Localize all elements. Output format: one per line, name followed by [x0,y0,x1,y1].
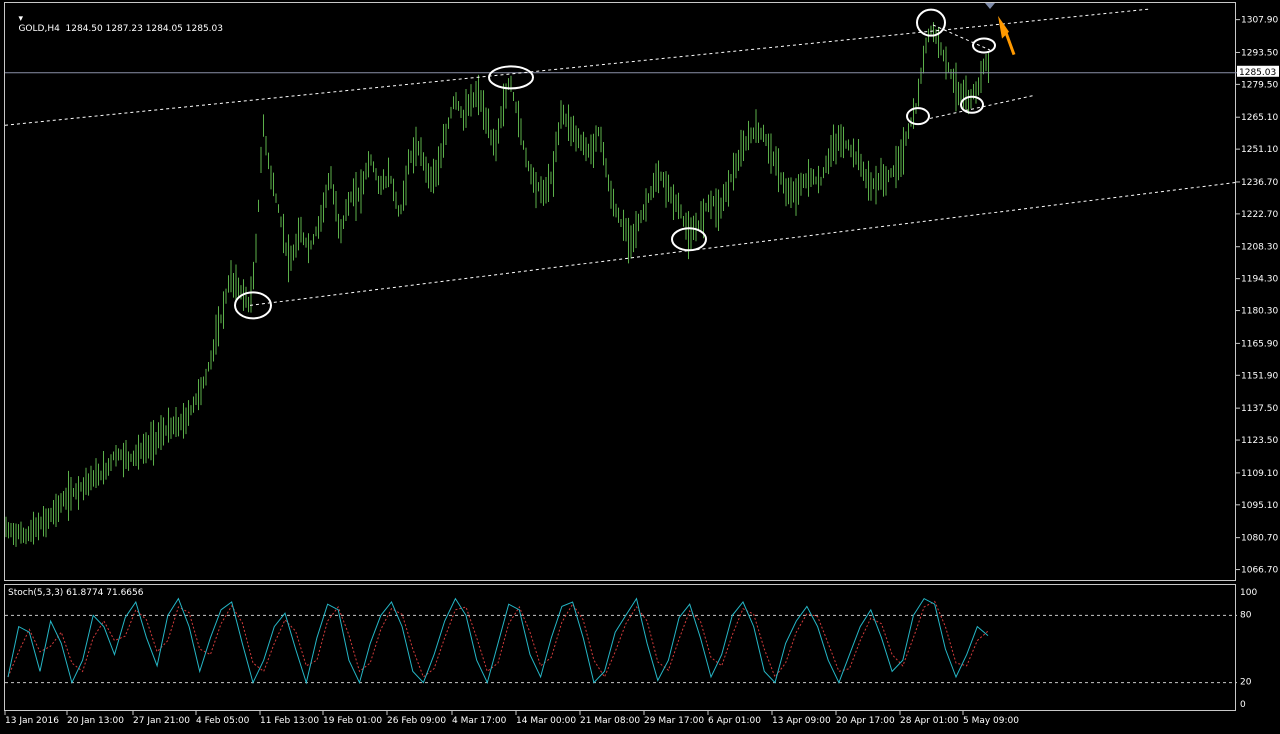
time-tick-label: 13 Jan 2016 [5,716,59,726]
stoch-tick-label: 100 [1240,588,1257,598]
symbol-title: GOLD,H4 1284.50 1287.23 1284.05 1285.03 [18,24,223,34]
time-tick-label: 13 Apr 09:00 [772,716,831,726]
time-tick-label: 21 Mar 08:00 [580,716,640,726]
price-tick-label: 1095.10 [1241,501,1278,511]
price-tick-label: 1236.70 [1241,178,1278,188]
price-tick-label: 1265.10 [1241,113,1278,123]
dropdown-arrow-icon[interactable]: ▾ [18,14,23,24]
stoch-tick-label: 0 [1240,700,1246,710]
ohlc-bars [5,22,989,547]
time-tick-label: 6 Apr 01:00 [708,716,761,726]
time-tick-label: 20 Apr 17:00 [836,716,895,726]
ellipse-low-march [671,227,707,252]
stoch-title: Stoch(5,3,3) 61.8774 71.6656 [8,588,144,598]
price-tick-label: 1151.90 [1241,371,1278,381]
price-tick-label: 1222.70 [1241,210,1278,220]
current-price-label: 1285.03 [1239,68,1276,78]
time-tick-label: 19 Feb 01:00 [323,716,382,726]
stoch-signal-line [7,600,989,679]
ellipse-high-march [488,65,534,90]
arrow-annotation [998,15,1016,56]
price-tick-label: 1123.50 [1241,436,1278,446]
price-tick-label: 1109.10 [1241,469,1278,479]
price-tick-label: 1208.30 [1241,243,1278,253]
time-tick-label: 4 Mar 17:00 [452,716,507,726]
arrow-head [998,15,1009,39]
time-tick-label: 14 Mar 00:00 [516,716,576,726]
price-tick-label: 1066.70 [1241,566,1278,576]
price-tick-label: 1180.30 [1241,307,1278,317]
current-price-tag [1237,65,1279,77]
time-tick-label: 28 Apr 01:00 [900,716,959,726]
symbol-header: ▾ GOLD,H4 1284.50 1287.23 1284.05 1285.0… [7,4,223,44]
lower-trendline [249,181,1237,306]
ellipse-high-may [972,37,996,54]
time-tick-label: 29 Mar 17:00 [644,716,704,726]
price-chart-svg [5,3,1237,547]
time-tick-label: 26 Feb 09:00 [387,716,446,726]
price-tick-label: 1080.70 [1241,534,1278,544]
price-tick-label: 1251.10 [1241,145,1278,155]
price-tick-label: 1165.90 [1241,339,1278,349]
ellipse-low-april [906,107,930,126]
price-tick-label: 1307.90 [1241,16,1278,26]
future-marker-icon [985,3,995,9]
ellipse-low-feb [234,291,272,320]
time-tick-label: 11 Feb 13:00 [260,716,319,726]
stochastic-svg [5,597,1237,685]
time-tick-label: 4 Feb 05:00 [196,716,250,726]
price-chart-pane[interactable]: ▾ GOLD,H4 1284.50 1287.23 1284.05 1285.0… [4,2,1237,581]
time-tick-label: 27 Jan 21:00 [133,716,190,726]
price-tick-label: 1194.30 [1241,275,1278,285]
price-tick-label: 1137.50 [1241,404,1278,414]
peak-trendline [932,24,991,51]
stochastic-pane[interactable]: Stoch(5,3,3) 61.8774 71.6656 [4,584,1237,711]
ellipse-high-april [916,8,946,37]
ellipse-low-may [960,95,984,114]
time-tick-label: 20 Jan 13:00 [67,716,124,726]
stoch-tick-label: 20 [1240,678,1252,688]
price-tick-label: 1293.50 [1241,48,1278,58]
stoch-main-line [7,597,989,685]
time-tick-label: 5 May 09:00 [963,716,1019,726]
price-tick-label: 1279.50 [1241,80,1278,90]
stoch-tick-label: 80 [1240,610,1252,620]
